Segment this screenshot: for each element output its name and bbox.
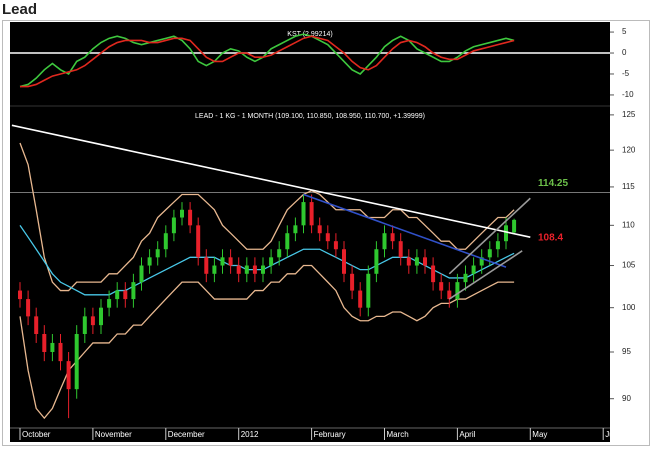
candle-body xyxy=(374,249,379,274)
y-tick-label: 5 xyxy=(622,27,627,36)
candle-body xyxy=(309,202,314,226)
candle-body xyxy=(212,265,217,274)
candle-body xyxy=(423,257,427,266)
candle-body xyxy=(431,265,436,283)
candle-body xyxy=(252,265,257,274)
candle-body xyxy=(455,282,460,300)
candle-body xyxy=(414,257,419,266)
kst-line xyxy=(19,33,515,88)
candle-body xyxy=(66,361,71,390)
candle-body xyxy=(333,241,338,250)
y-tick-label: 115 xyxy=(622,182,635,191)
candle-body xyxy=(479,257,484,266)
candle-body xyxy=(58,342,63,362)
candle-body xyxy=(155,249,160,258)
x-tick-label: 2012 xyxy=(241,430,259,439)
trendline xyxy=(448,250,523,300)
candle-body xyxy=(236,265,241,274)
candle-body xyxy=(171,217,176,234)
candle-body xyxy=(277,249,282,258)
candle-body xyxy=(495,241,500,250)
page-title: Lead xyxy=(2,1,37,18)
x-tick-label: March xyxy=(387,430,409,439)
y-tick-label: -5 xyxy=(622,69,630,78)
y-tick-label: 105 xyxy=(622,261,636,270)
candle-body xyxy=(342,249,346,274)
y-tick-label: 95 xyxy=(622,347,631,356)
annotation: 108.4 xyxy=(538,233,563,244)
candle-body xyxy=(18,290,22,300)
candle-body xyxy=(398,241,403,258)
candle-body xyxy=(204,257,209,274)
candle-body xyxy=(115,290,120,300)
x-tick-label: October xyxy=(22,430,51,439)
x-tick-label: December xyxy=(168,430,205,439)
candle-body xyxy=(244,265,249,274)
candle-body xyxy=(350,273,355,291)
candle-body xyxy=(50,342,55,352)
candle-body xyxy=(447,290,452,300)
candle-body xyxy=(463,273,468,283)
y-tick-label: -10 xyxy=(622,90,634,99)
indicator-line xyxy=(19,142,515,292)
candle-body xyxy=(220,257,225,266)
trendline xyxy=(303,193,507,268)
annotation: 114.25 xyxy=(538,178,568,189)
candle-body xyxy=(390,233,395,242)
candle-body xyxy=(123,290,128,300)
y-tick-label: 120 xyxy=(622,145,636,154)
indicator-line xyxy=(19,264,515,420)
candle-body xyxy=(90,316,95,326)
candle-body xyxy=(188,209,193,226)
candle-body xyxy=(325,233,330,242)
candle-body xyxy=(261,265,265,274)
candle-body xyxy=(293,225,298,234)
price-title: LEAD - 1 KG - 1 MONTH (109.100, 110.850,… xyxy=(195,113,425,120)
candle-body xyxy=(512,219,517,233)
y-tick-label: 90 xyxy=(622,394,631,403)
y-tick-label: 125 xyxy=(622,110,636,119)
candle-body xyxy=(439,282,444,291)
x-tick-label: November xyxy=(95,430,132,439)
candle-body xyxy=(285,233,290,250)
candle-body xyxy=(301,202,306,226)
candle-body xyxy=(82,316,87,334)
trendline xyxy=(448,197,531,275)
candle-body xyxy=(504,225,508,242)
candle-body xyxy=(139,265,144,283)
candle-body xyxy=(180,209,184,218)
candle-body xyxy=(406,257,411,266)
candle-body xyxy=(196,225,201,258)
candle-body xyxy=(131,282,136,300)
x-tick-label: June xyxy=(605,430,623,439)
x-tick-label: May xyxy=(532,430,547,439)
candle-body xyxy=(317,225,322,234)
kst-title: KST (2.99214) xyxy=(287,31,332,38)
candle-body xyxy=(74,333,79,390)
plot-area xyxy=(10,22,610,442)
trendline xyxy=(11,124,531,238)
candle-body xyxy=(471,265,476,274)
y-tick-label: 110 xyxy=(622,220,635,229)
candle-body xyxy=(34,316,39,334)
candle-body xyxy=(228,257,233,266)
candle-body xyxy=(42,333,47,352)
candle-body xyxy=(26,299,31,317)
candle-body xyxy=(382,233,387,250)
candle-body xyxy=(107,299,112,308)
x-tick-label: February xyxy=(314,430,346,439)
candle-body xyxy=(487,249,492,258)
frame xyxy=(2,20,650,446)
candle-body xyxy=(358,290,363,308)
y-tick-label: 100 xyxy=(622,303,636,312)
candle-body xyxy=(147,257,152,266)
kst-line xyxy=(20,35,515,88)
y-tick-label: 0 xyxy=(622,48,627,57)
candle-body xyxy=(163,233,168,250)
x-tick-label: April xyxy=(459,430,475,439)
candle-body xyxy=(99,307,103,326)
candle-body xyxy=(269,257,274,266)
candle-body xyxy=(366,273,371,308)
